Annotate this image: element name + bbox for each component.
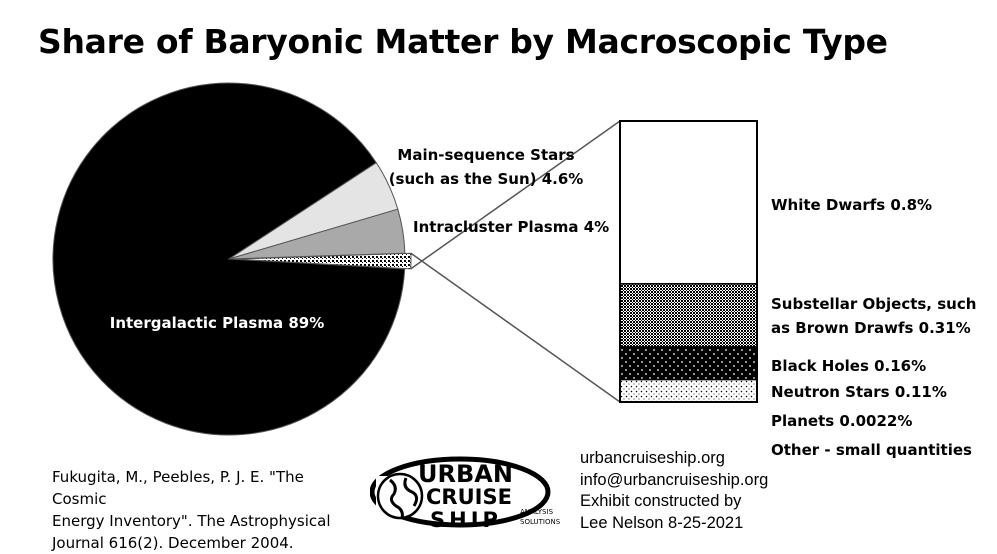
logo-tagline-1: ANALYSIS <box>520 508 554 516</box>
logo-word-ship: SHIP <box>430 508 502 532</box>
pie-label-intergalactic: Intergalactic Plasma 89% <box>110 314 325 332</box>
bar-label-planets: Planets 0.0022% <box>771 412 912 430</box>
bar-segment-white-dwarfs-0-8 <box>619 120 758 285</box>
citation-line: Fukugita, M., Peebles, P. J. E. "The Cos… <box>52 468 304 508</box>
connector-line-top <box>410 120 621 270</box>
bar-segment-neutron-stars-0-11 <box>619 378 758 403</box>
bar-label-other: Other - small quantities <box>771 441 972 459</box>
globe-icon <box>376 472 424 520</box>
contact-line: info@urbancruiseship.org <box>580 470 769 489</box>
bar-label-neutron-stars: Neutron Stars 0.11% <box>771 383 947 401</box>
bar-label-white-dwarfs: White Dwarfs 0.8% <box>771 196 932 214</box>
bar-segment-substellar-objects-such-as-bro <box>619 283 758 348</box>
contact-line: urbancruiseship.org <box>580 449 725 467</box>
bar-label-substellar: Substellar Objects, such as Brown Drawfs … <box>771 295 976 337</box>
contact-line: Lee Nelson 8-25-2021 <box>580 513 744 532</box>
bar-segment-black-holes-0-16 <box>619 346 758 381</box>
contact-line: Exhibit constructed by <box>580 492 742 510</box>
citation-line: Journal 616(2). December 2004. <box>52 534 294 552</box>
pie-slice-intergalactic-plasma-89 <box>52 82 406 436</box>
logo-word-urban: URBAN <box>418 460 513 488</box>
contact-info: urbancruiseship.org info@urbancruiseship… <box>580 448 768 534</box>
connector-line-bottom <box>410 252 621 403</box>
logo-word-cruise: CRUISE <box>426 485 512 509</box>
logo-tagline-2: SOLUTIONS <box>520 518 561 526</box>
citation-line: Energy Inventory". The Astrophysical <box>52 512 331 530</box>
pie-label-intracluster: Intracluster Plasma 4% <box>413 218 609 236</box>
logo-swoosh <box>370 456 551 528</box>
bar-outline <box>619 120 758 403</box>
citation: Fukugita, M., Peebles, P. J. E. "The Cos… <box>52 466 352 554</box>
pie-label-main-sequence: Main-sequence Stars (such as the Sun) 4.6… <box>389 146 584 188</box>
bar-label-black-holes: Black Holes 0.16% <box>771 357 926 375</box>
urban-cruise-ship-logo: URBAN CRUISE SHIP ANALYSIS SOLUTIONS <box>370 456 561 532</box>
chart-title: Share of Baryonic Matter by Macroscopic … <box>38 22 888 61</box>
pie-slice-intracluster-plasma-4 <box>228 208 406 260</box>
